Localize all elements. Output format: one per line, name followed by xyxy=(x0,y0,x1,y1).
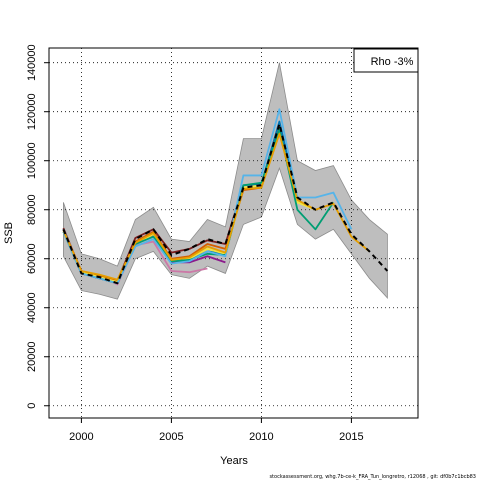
x-axis: 2000 2005 2010 2015 xyxy=(69,418,364,443)
y-tick-label: 40000 xyxy=(26,292,38,323)
legend-text: Rho -3% xyxy=(371,56,414,68)
x-tick-label: 2010 xyxy=(249,431,273,443)
series-lines xyxy=(62,108,389,286)
plot-frame xyxy=(48,47,419,419)
legend: Rho -3% xyxy=(353,48,419,73)
confidence-band xyxy=(63,62,388,300)
y-tick-label: 140000 xyxy=(26,44,38,81)
band-area xyxy=(63,62,388,300)
y-tick-label: 60000 xyxy=(26,243,38,274)
footer-caption: stockassessment.org, whg.7b-ce-k_FRA_Tun… xyxy=(269,474,476,480)
y-tick-label: 120000 xyxy=(26,93,38,130)
y-axis-title: SSB xyxy=(3,222,15,244)
series-line xyxy=(62,132,370,281)
legend-box xyxy=(353,48,419,73)
x-axis-title: Years xyxy=(220,455,248,467)
y-tick-label: 20000 xyxy=(26,341,38,372)
series-line xyxy=(62,108,353,285)
y-tick-label: 100000 xyxy=(26,142,38,179)
y-axis: 0 20000 40000 60000 80000 100000 120000 140000 xyxy=(26,44,49,409)
grid xyxy=(49,48,418,418)
y-tick-label: 80000 xyxy=(26,194,38,225)
y-tick-label: 0 xyxy=(26,403,38,409)
x-tick-label: 2000 xyxy=(69,431,93,443)
series-line xyxy=(62,122,389,285)
x-tick-label: 2015 xyxy=(339,431,363,443)
x-tick-label: 2005 xyxy=(159,431,183,443)
